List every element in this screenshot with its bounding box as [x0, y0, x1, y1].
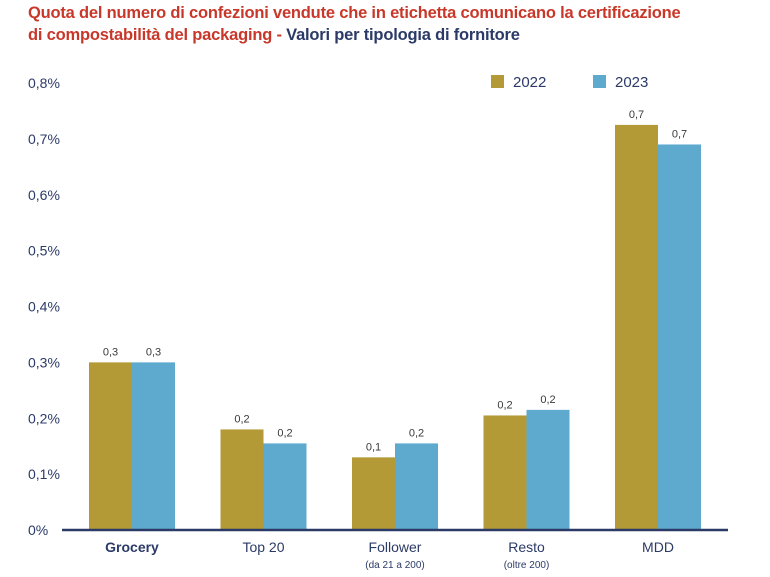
x-tick-label: MDD [642, 539, 674, 555]
data-label: 0,2 [277, 427, 292, 439]
x-tick-label: Follower [369, 539, 422, 555]
y-tick-label: 0% [28, 522, 48, 538]
bar-2022-grocery [89, 362, 132, 530]
x-tick-label: Grocery [105, 539, 159, 555]
bar-2022-mdd [615, 124, 658, 530]
chart-title-line1: Quota del numero di confezioni vendute c… [28, 4, 681, 22]
data-label: 0,2 [497, 399, 512, 411]
bar-2023-resto [526, 409, 570, 530]
bar-2022-follower [352, 457, 395, 530]
y-tick-label: 0,7% [28, 131, 60, 147]
bar-2022-resto [483, 415, 527, 530]
x-tick-sublabel: (da 21 a 200) [365, 560, 425, 571]
data-label: 0,2 [234, 413, 249, 425]
data-label: 0,2 [540, 394, 555, 406]
legend-label-2023: 2023 [615, 74, 648, 91]
y-tick-label: 0,2% [28, 410, 60, 426]
bars [89, 124, 701, 530]
data-labels: 0,3 0,3 0,2 0,2 0,1 0,2 0,2 0,2 0,7 0,7 [103, 109, 687, 453]
legend-swatch-2022 [491, 75, 504, 88]
bar-2022-top-20 [220, 429, 264, 530]
bar-2023-follower [395, 443, 438, 530]
chart-title-line2: di compostabilità del packaging - Valori… [28, 24, 768, 46]
data-label: 0,3 [103, 346, 118, 358]
y-tick-label: 0,6% [28, 187, 60, 203]
chart-title-line2-red: di compostabilità del packaging - [28, 26, 282, 44]
legend: 2022 2023 [491, 74, 648, 91]
chart-title: Quota del numero di confezioni vendute c… [28, 2, 768, 46]
bar-2023-mdd [658, 144, 701, 530]
x-tick-sublabel: (oltre 200) [504, 560, 550, 571]
y-tick-label: 0,5% [28, 243, 60, 259]
data-label: 0,3 [146, 346, 161, 358]
y-axis: 0% 0,1% 0,2% 0,3% 0,4% 0,5% 0,6% 0,7% 0,8% [28, 75, 60, 538]
x-axis: Grocery Top 20 Follower (da 21 a 200) Resto (… [105, 539, 674, 571]
y-tick-label: 0,3% [28, 354, 60, 370]
x-tick-label: Top 20 [242, 539, 284, 555]
legend-label-2022: 2022 [513, 74, 546, 91]
x-tick-label: Resto [508, 539, 545, 555]
y-tick-label: 0,1% [28, 466, 60, 482]
bar-2023-top-20 [263, 443, 307, 530]
data-label: 0,2 [409, 427, 424, 439]
y-tick-label: 0,4% [28, 299, 60, 315]
data-label: 0,7 [629, 109, 644, 121]
legend-swatch-2023 [593, 75, 606, 88]
bar-2023-grocery [132, 362, 175, 530]
chart-subtitle: Valori per tipologia di fornitore [286, 26, 520, 44]
y-tick-label: 0,8% [28, 75, 60, 91]
data-label: 0,1 [366, 441, 381, 453]
data-label: 0,7 [672, 128, 687, 140]
